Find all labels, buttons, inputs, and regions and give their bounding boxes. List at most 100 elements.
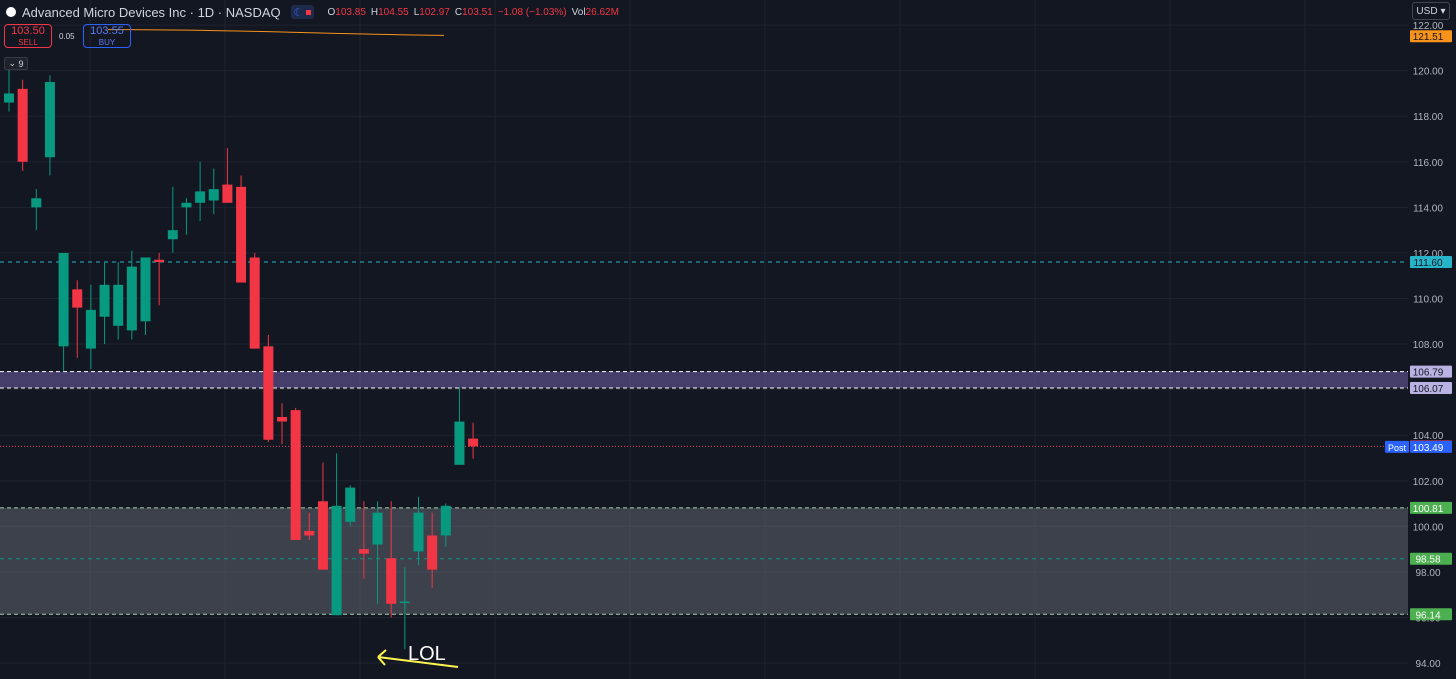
candle (126, 250, 137, 340)
axis-tick-label: 104.00 (1413, 431, 1444, 442)
candle-body (372, 512, 383, 545)
candle (440, 503, 451, 547)
candle (31, 189, 42, 231)
chevron-down-icon: ⌄ (8, 58, 16, 68)
price-axis: 94.0096.0098.00100.00102.00104.00106.001… (1408, 0, 1456, 679)
candle-body (468, 438, 479, 447)
candle (99, 262, 110, 345)
candle-body (331, 505, 342, 616)
horizontal-levels (0, 261, 1408, 560)
candle (427, 512, 438, 588)
axis-background (1408, 0, 1456, 679)
candle (195, 161, 206, 222)
axis-tick-label: 112.00 (1413, 249, 1443, 260)
candle-body (413, 512, 424, 552)
price-label-bg (1410, 608, 1452, 621)
candle-body (44, 82, 55, 158)
price-label-bg (1410, 501, 1452, 514)
candle (345, 485, 356, 527)
candle (85, 284, 96, 370)
candle-body (454, 421, 465, 465)
annotation: LOL (377, 643, 459, 668)
arrow-icon (377, 649, 459, 668)
candle (331, 453, 342, 616)
candle-body (386, 558, 397, 604)
candles (4, 63, 479, 650)
candle (72, 280, 83, 358)
price-label-text: 121.51 (1413, 32, 1444, 43)
candle-body (358, 549, 369, 554)
moving-average (107, 29, 445, 36)
candle (372, 501, 383, 604)
price-label: 121.51 (1410, 30, 1452, 43)
axis-tick-label: 114.00 (1413, 203, 1443, 214)
candle (454, 387, 465, 465)
spread-value: 0.05 (59, 32, 75, 41)
price-label-text: 96.14 (1415, 610, 1440, 621)
candle (222, 148, 233, 203)
candle-body (263, 346, 274, 440)
ohlc-item: Vol26.62M (571, 6, 619, 18)
candle (317, 462, 328, 570)
candle-body (126, 266, 137, 331)
candle-body (167, 230, 178, 240)
buy-button[interactable]: 103.55 BUY (83, 24, 131, 48)
candle (58, 252, 69, 372)
post-badge-bg (1385, 440, 1409, 453)
candle-body (140, 257, 151, 322)
candle (277, 403, 287, 445)
candle (386, 501, 397, 618)
axis-tick-label: 116.00 (1413, 158, 1443, 169)
post-badge-text: Post (1388, 443, 1407, 453)
price-label: 100.81 (1410, 501, 1452, 515)
zone-support (0, 507, 1408, 615)
candle-body (154, 259, 165, 263)
candle (358, 501, 369, 579)
currency-select[interactable]: USD ▾ (1412, 2, 1450, 20)
candle (304, 512, 315, 541)
symbol-title[interactable]: Advanced Micro Devices Inc · 1D · NASDAQ (22, 4, 281, 20)
candle (167, 186, 178, 253)
candle-body (72, 289, 83, 308)
symbol-logo-icon (6, 7, 16, 17)
candle (154, 252, 165, 306)
price-label-bg (1410, 552, 1452, 565)
candle-body (304, 530, 315, 536)
axis-tick-label: 102.00 (1413, 477, 1444, 488)
candle-body (427, 535, 438, 570)
sell-button[interactable]: 103.50 SELL (4, 24, 52, 48)
market-status-badge[interactable]: ☾ (290, 5, 314, 19)
candle-body (236, 186, 247, 283)
chart-header: Advanced Micro Devices Inc · 1D · NASDAQ… (6, 3, 619, 21)
candle (181, 198, 192, 235)
chart-grid (0, 0, 1408, 679)
candle-body (113, 284, 124, 326)
price-label-bg (1410, 30, 1452, 43)
ohlc-item: O103.85 (327, 6, 366, 18)
axis-tick-label: 100.00 (1413, 522, 1444, 533)
price-label-text: 111.60 (1413, 258, 1443, 269)
candle-body (4, 93, 14, 103)
candle (249, 252, 260, 349)
candle-body (195, 191, 206, 203)
ohlc-item: H104.55 (370, 6, 409, 18)
price-label-bg (1410, 382, 1452, 395)
moon-icon: ☾ (293, 6, 304, 19)
indicators-toggle[interactable]: ⌄ 9 (4, 57, 28, 70)
price-label-text: 100.81 (1413, 504, 1444, 515)
candle (399, 567, 410, 650)
sell-label: SELL (18, 38, 38, 47)
currency-value: USD (1416, 5, 1438, 17)
candle-body (85, 309, 96, 349)
axis-tick-label: 122.00 (1413, 21, 1444, 32)
candle-body (399, 601, 410, 604)
axis-tick-label: 108.00 (1413, 340, 1444, 351)
price-label: 98.58 (1410, 552, 1452, 566)
candle-body (249, 257, 260, 349)
candle-body (290, 410, 301, 541)
price-label-text: 103.49 (1413, 443, 1444, 454)
price-label: 103.49 Post (1385, 440, 1452, 454)
ohlc-item: L102.97 (413, 6, 450, 18)
price-label: 106.79 (1410, 365, 1452, 379)
